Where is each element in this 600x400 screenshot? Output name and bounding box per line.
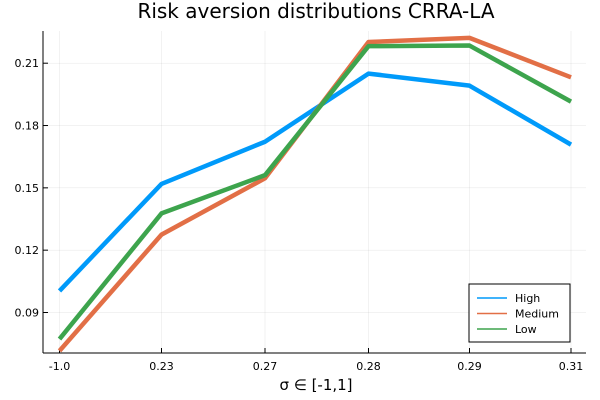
y-tick-label: 0.09 <box>15 306 40 319</box>
x-tick-label: 0.29 <box>457 360 482 373</box>
legend-label-high: High <box>515 292 540 305</box>
chart-title: Risk aversion distributions CRRA-LA <box>137 0 494 23</box>
series-group <box>57 35 573 353</box>
axes <box>42 31 586 354</box>
y-tick-label: 0.15 <box>15 182 40 195</box>
legend-label-low: Low <box>515 323 537 336</box>
x-tick-label: 0.27 <box>253 360 278 373</box>
tick-labels: -1.0 0.23 0.27 0.28 0.29 0.31 0.09 0.12 0.15 0.18… <box>15 57 584 373</box>
x-tick-label: 0.31 <box>559 360 584 373</box>
legend-label-medium: Medium <box>515 308 559 321</box>
y-tick-label: 0.12 <box>15 244 40 257</box>
series-line-low <box>57 43 573 341</box>
x-tick-label: -1.0 <box>49 360 70 373</box>
y-tick-label: 0.21 <box>15 57 40 70</box>
legend: High Medium Low <box>468 283 571 343</box>
y-tick-label: 0.18 <box>15 120 40 133</box>
x-axis-label: σ ∈ [-1,1] <box>279 376 352 394</box>
x-tick-label: 0.28 <box>356 360 381 373</box>
x-tick-label: 0.23 <box>149 360 174 373</box>
